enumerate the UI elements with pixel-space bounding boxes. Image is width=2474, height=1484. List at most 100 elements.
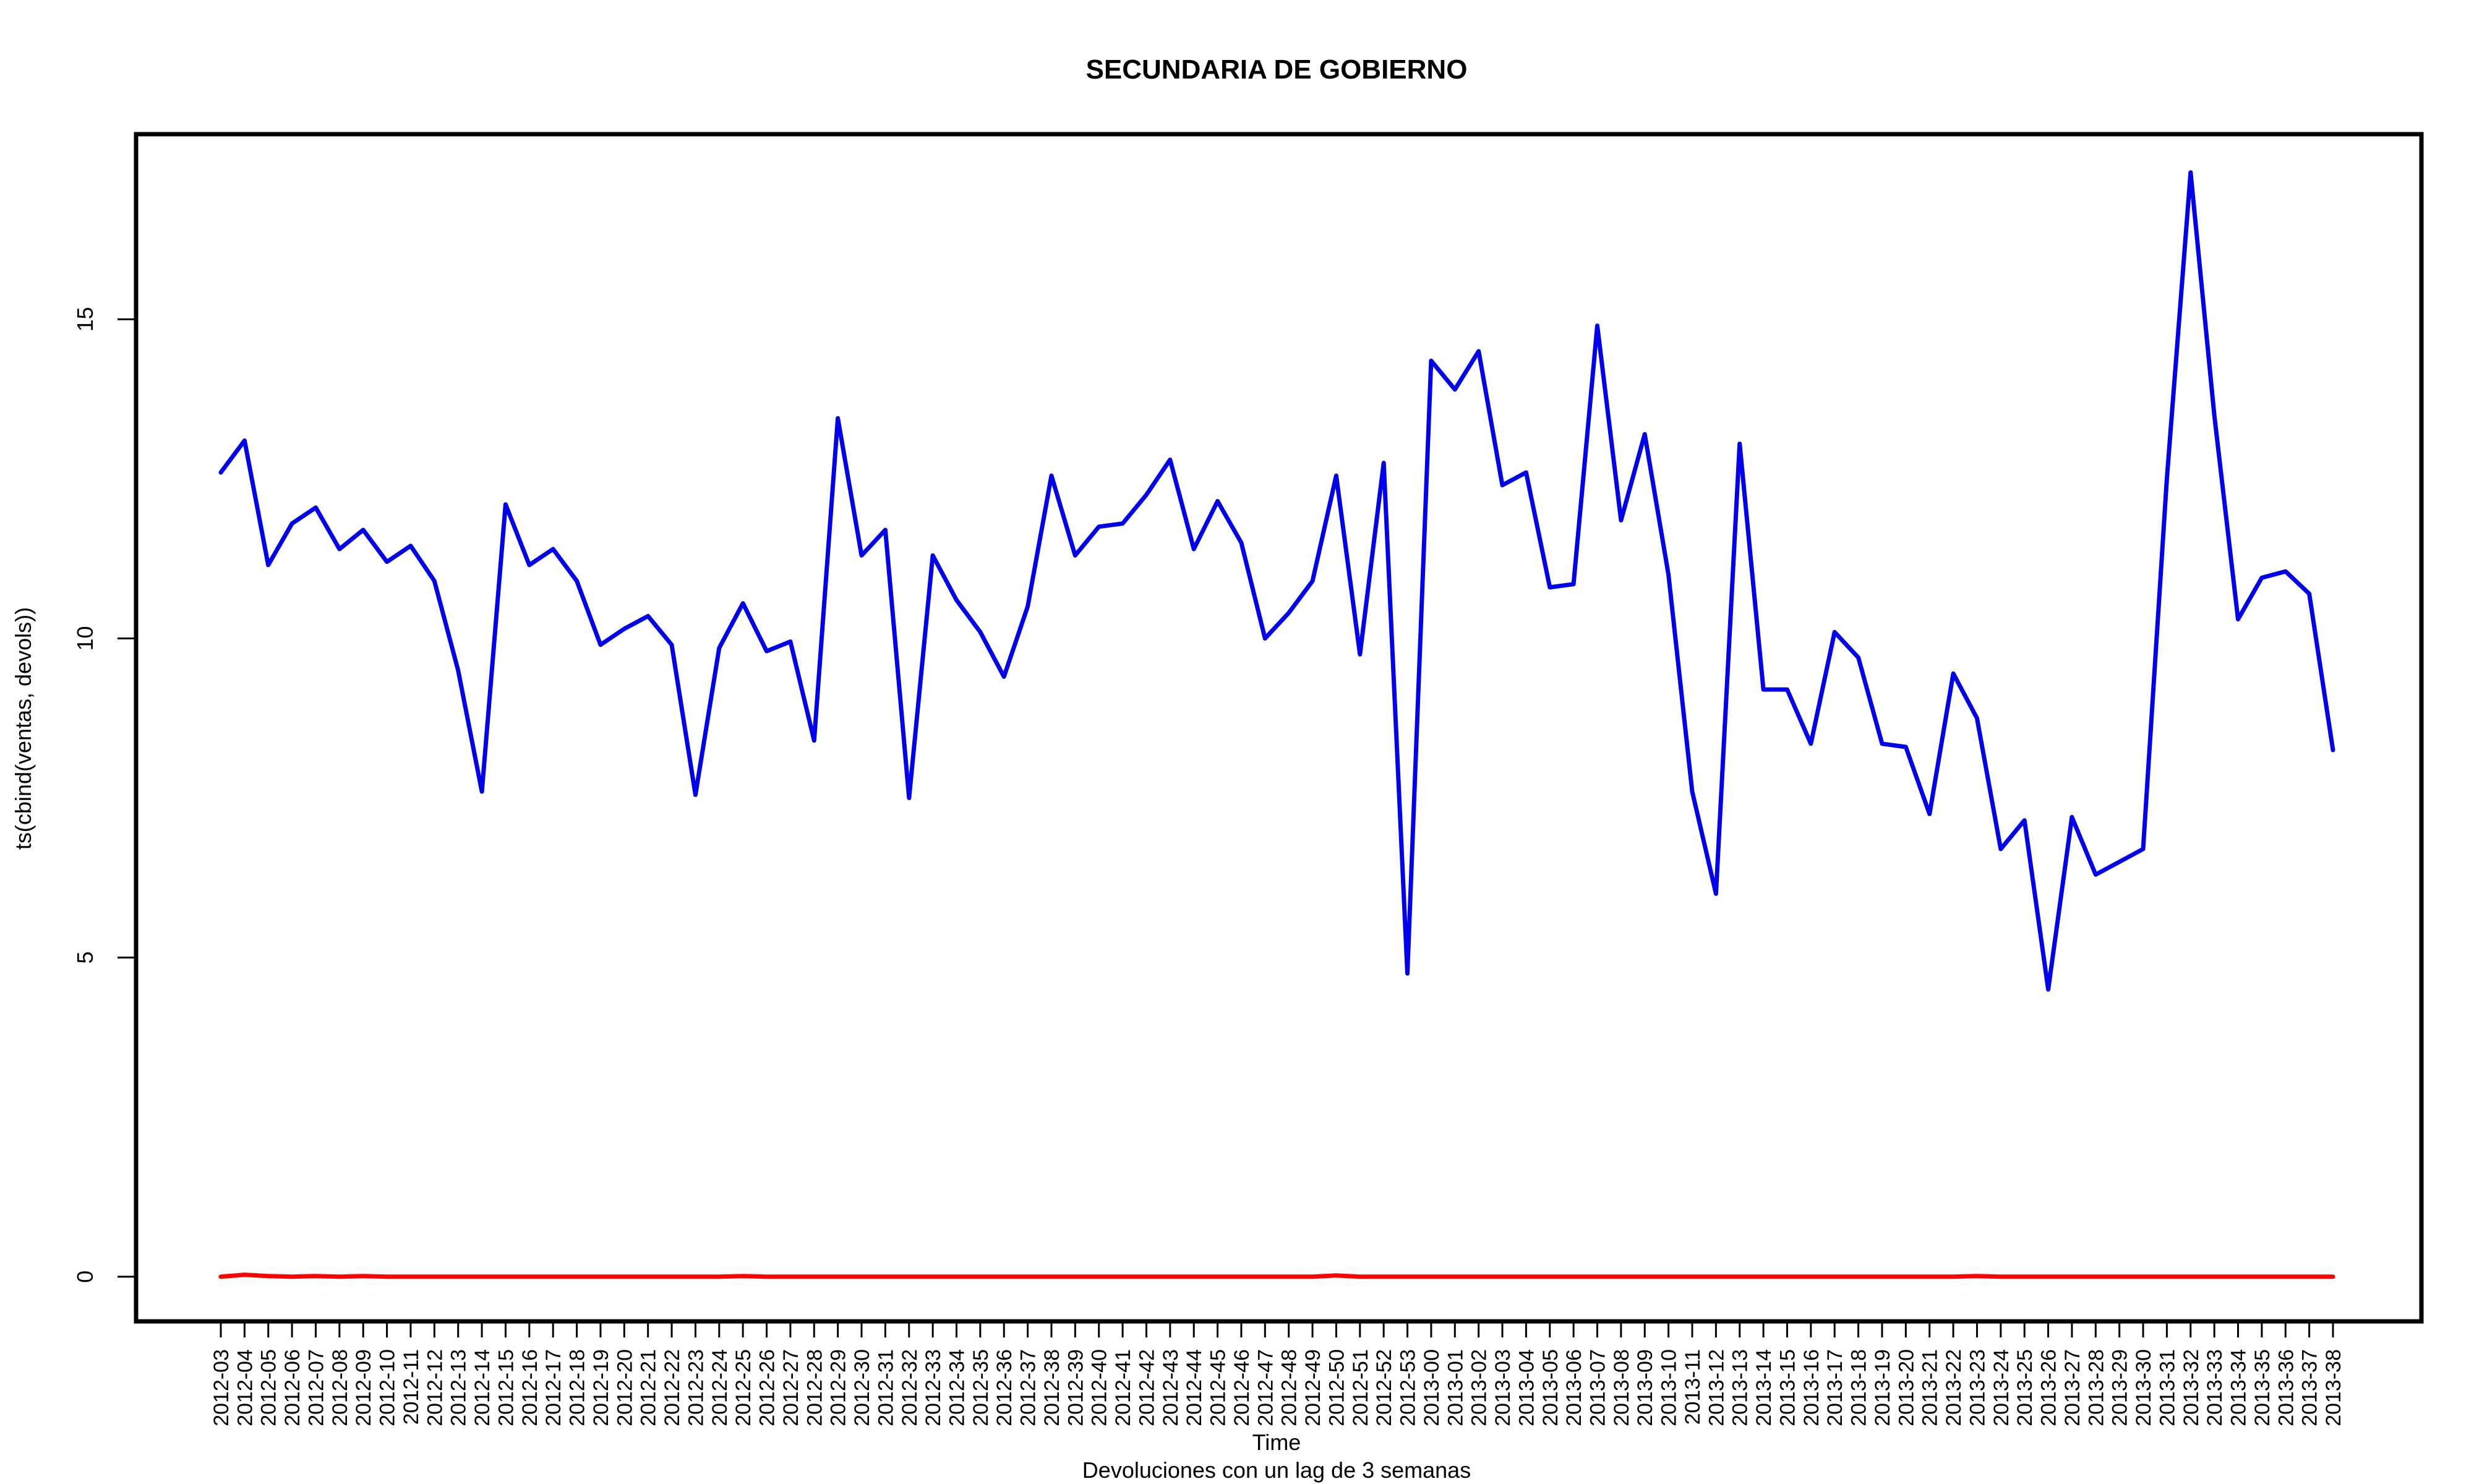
x-tick-label: 2012-31 [874, 1349, 897, 1426]
x-tick-label: 2013-15 [1776, 1349, 1799, 1426]
x-tick-label: 2012-28 [803, 1349, 826, 1426]
x-tick-label: 2012-53 [1397, 1349, 1420, 1426]
x-tick-label: 2013-06 [1562, 1349, 1586, 1426]
plot-frame [134, 132, 2424, 1324]
chart-title: SECUNDARIA DE GOBIERNO [1086, 54, 1468, 85]
x-tick-label: 2012-03 [210, 1349, 233, 1426]
x-tick-label: 2013-33 [2203, 1349, 2227, 1426]
x-tick-label: 2012-17 [542, 1349, 565, 1426]
x-tick-label: 2013-12 [1705, 1349, 1728, 1426]
x-tick-label: 2012-08 [328, 1349, 352, 1426]
x-tick-label: 2012-49 [1301, 1349, 1325, 1426]
x-tick-label: 2012-12 [423, 1349, 447, 1426]
x-tick-label: 2013-14 [1752, 1349, 1776, 1426]
x-tick-label: 2013-31 [2155, 1349, 2179, 1426]
x-tick-label: 2012-16 [518, 1349, 542, 1426]
x-axis: 2012-03 2012-04 2012-05 2012-06 2012-07 2012-… [210, 1320, 2345, 1426]
x-tick-label: 2013-38 [2322, 1349, 2345, 1426]
x-tick-label: 2013-20 [1894, 1349, 1918, 1426]
x-axis-label: Time [1252, 1430, 1301, 1455]
y-tick-label: 0 [72, 1271, 98, 1283]
x-tick-label: 2013-17 [1823, 1349, 1847, 1426]
x-tick-label: 2012-33 [922, 1349, 945, 1426]
x-tick-label: 2013-10 [1658, 1349, 1681, 1426]
x-tick-label: 2012-07 [304, 1349, 328, 1426]
x-tick-label: 2012-32 [898, 1349, 922, 1426]
x-tick-label: 2012-04 [233, 1349, 257, 1426]
x-tick-label: 2013-09 [1633, 1349, 1657, 1426]
y-tick-label: 5 [72, 952, 98, 964]
x-tick-label: 2012-22 [661, 1349, 684, 1426]
x-tick-label: 2012-50 [1325, 1349, 1348, 1426]
x-tick-label: 2012-36 [993, 1349, 1016, 1426]
x-tick-label: 2012-40 [1088, 1349, 1111, 1426]
series-layer [218, 170, 2335, 1279]
x-tick-label: 2012-42 [1135, 1349, 1158, 1426]
x-tick-label: 2012-25 [732, 1349, 755, 1426]
x-tick-label: 2012-37 [1017, 1349, 1040, 1426]
x-tick-label: 2012-41 [1111, 1349, 1135, 1426]
series-line-1 [218, 170, 2335, 992]
x-tick-label: 2013-07 [1586, 1349, 1610, 1426]
x-tick-label: 2012-13 [447, 1349, 471, 1426]
x-tick-label: 2012-47 [1254, 1349, 1277, 1426]
x-tick-label: 2012-09 [352, 1349, 375, 1426]
x-tick-label: 2012-24 [708, 1349, 732, 1426]
x-tick-label: 2012-30 [850, 1349, 874, 1426]
x-tick-label: 2013-02 [1468, 1349, 1491, 1426]
x-tick-label: 2013-11 [1681, 1349, 1705, 1425]
x-tick-label: 2013-21 [1919, 1349, 1942, 1426]
x-tick-label: 2013-03 [1491, 1349, 1515, 1426]
chart-subtitle: Devoluciones con un lag de 3 semanas [1082, 1457, 1471, 1483]
x-tick-label: 2013-18 [1847, 1349, 1871, 1426]
x-tick-label: 2013-28 [2084, 1349, 2108, 1426]
x-tick-label: 2013-27 [2061, 1349, 2084, 1426]
x-tick-label: 2013-04 [1515, 1349, 1538, 1426]
x-tick-label: 2013-25 [2013, 1349, 2037, 1426]
x-tick-label: 2012-46 [1230, 1349, 1254, 1426]
x-tick-label: 2012-18 [566, 1349, 589, 1426]
x-tick-label: 2012-38 [1040, 1349, 1064, 1426]
x-tick-label: 2012-11 [400, 1349, 423, 1425]
x-tick-label: 2012-52 [1372, 1349, 1396, 1426]
y-tick-label: 10 [72, 626, 98, 650]
x-tick-label: 2012-29 [827, 1349, 850, 1426]
y-axis-label: ts(cbind(ventas, devols)) [11, 607, 36, 850]
x-tick-label: 2012-43 [1159, 1349, 1183, 1426]
x-tick-label: 2012-34 [945, 1349, 969, 1426]
x-tick-label: 2013-00 [1420, 1349, 1444, 1426]
x-tick-label: 2013-16 [1800, 1349, 1823, 1426]
x-tick-label: 2013-35 [2251, 1349, 2274, 1426]
x-tick-label: 2013-29 [2108, 1349, 2132, 1426]
x-tick-label: 2012-14 [471, 1349, 494, 1426]
x-tick-label: 2012-10 [376, 1349, 400, 1426]
x-tick-label: 2013-32 [2180, 1349, 2203, 1426]
x-tick-label: 2013-08 [1610, 1349, 1633, 1426]
x-tick-label: 2013-34 [2227, 1349, 2251, 1426]
x-tick-label: 2012-35 [969, 1349, 993, 1426]
y-tick-label: 15 [72, 307, 98, 331]
x-tick-label: 2013-22 [1942, 1349, 1966, 1426]
x-tick-label: 2012-06 [281, 1349, 304, 1426]
x-tick-label: 2012-48 [1278, 1349, 1301, 1426]
x-tick-label: 2012-27 [779, 1349, 803, 1426]
x-tick-label: 2013-23 [1966, 1349, 1989, 1426]
series-line-2 [218, 1273, 2335, 1279]
x-tick-label: 2013-24 [1990, 1349, 2013, 1426]
x-tick-label: 2013-01 [1444, 1349, 1467, 1426]
x-tick-label: 2013-13 [1729, 1349, 1752, 1426]
x-tick-label: 2012-15 [494, 1349, 518, 1426]
x-tick-label: 2013-37 [2298, 1349, 2322, 1426]
y-axis: 0 5 10 15 [72, 307, 137, 1283]
x-tick-label: 2012-51 [1349, 1349, 1372, 1426]
x-tick-label: 2013-36 [2274, 1349, 2298, 1426]
x-tick-label: 2013-05 [1539, 1349, 1562, 1426]
x-tick-label: 2013-30 [2132, 1349, 2155, 1426]
x-tick-label: 2012-39 [1064, 1349, 1087, 1426]
x-tick-label: 2012-20 [613, 1349, 636, 1426]
x-tick-label: 2012-19 [589, 1349, 613, 1426]
x-tick-label: 2012-45 [1207, 1349, 1230, 1426]
x-tick-label: 2012-23 [684, 1349, 708, 1426]
x-tick-label: 2012-05 [257, 1349, 281, 1426]
